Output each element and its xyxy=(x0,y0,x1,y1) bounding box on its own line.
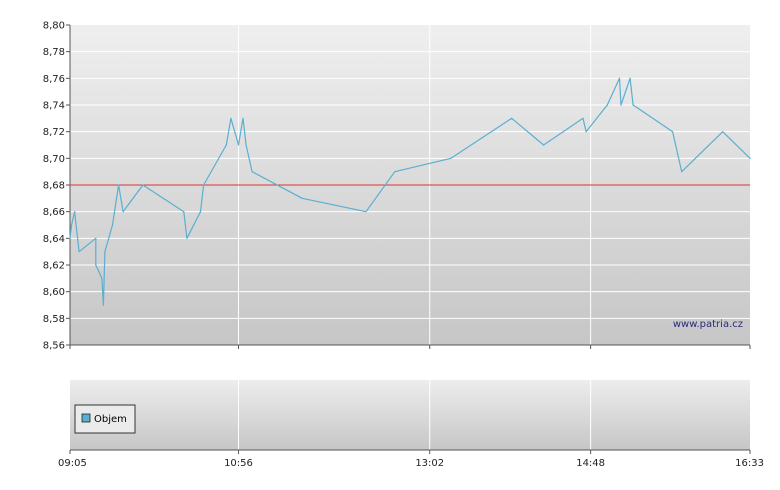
price-point xyxy=(183,211,185,213)
price-point xyxy=(618,77,621,79)
price-point xyxy=(203,184,205,186)
price-y-tick-label: 8,64 xyxy=(43,234,65,245)
volume-panel-background xyxy=(70,380,750,450)
price-point xyxy=(237,144,240,146)
price-y-axis: 8,80 8,78 8,76 8,74 8,72 8,70 8,68 8,66 8,64 8,62… xyxy=(43,21,71,352)
price-point xyxy=(95,264,97,266)
x-tick-label: 14:48 xyxy=(576,458,605,469)
price-point xyxy=(585,131,587,133)
price-point xyxy=(394,171,396,173)
x-tick-label: 16:33 xyxy=(735,458,764,469)
price-x-tick-marks xyxy=(69,345,751,349)
price-y-tick-label: 8,56 xyxy=(43,341,65,352)
price-point xyxy=(69,237,71,239)
price-y-tick-label: 8,76 xyxy=(43,74,65,85)
price-point xyxy=(606,104,608,106)
price-point xyxy=(582,117,584,119)
price-y-tick-label: 8,78 xyxy=(43,47,65,58)
price-point xyxy=(122,211,124,213)
price-point xyxy=(251,171,253,173)
price-point xyxy=(245,144,247,146)
legend-label-objem: Objem xyxy=(94,414,127,425)
price-line xyxy=(69,77,751,306)
price-point xyxy=(102,304,104,306)
price-point xyxy=(722,131,724,133)
price-y-tick-label: 8,62 xyxy=(43,261,65,272)
price-point xyxy=(629,77,631,79)
x-tick-label: 13:02 xyxy=(415,458,444,469)
price-points xyxy=(69,77,751,306)
volume-grid xyxy=(237,380,592,450)
price-point xyxy=(681,171,683,173)
x-tick-label: 10:56 xyxy=(224,458,253,469)
price-point xyxy=(74,211,76,213)
price-y-tick-label: 8,60 xyxy=(43,287,65,298)
price-y-tick-label: 8,68 xyxy=(43,181,65,192)
price-point xyxy=(104,251,106,253)
price-point xyxy=(749,157,751,159)
price-point xyxy=(450,157,452,159)
price-point xyxy=(620,104,622,106)
price-y-tick-label: 8,66 xyxy=(43,207,65,218)
volume-x-axis-ticks: 09:05 10:56 13:02 14:48 16:33 xyxy=(58,450,764,469)
price-point xyxy=(511,117,513,119)
watermark: www.patria.cz xyxy=(673,319,743,330)
price-y-tick-label: 8,80 xyxy=(43,21,65,32)
price-point xyxy=(632,104,634,106)
price-point xyxy=(142,184,144,186)
price-point xyxy=(118,184,120,186)
price-y-tick-label: 8,74 xyxy=(43,101,65,112)
legend-swatch xyxy=(81,413,91,423)
price-point xyxy=(101,277,103,279)
price-point xyxy=(230,117,232,119)
legend: Objem xyxy=(74,404,136,434)
price-point xyxy=(672,131,674,133)
price-y-tick-label: 8,70 xyxy=(43,154,65,165)
price-point xyxy=(78,251,80,253)
price-point xyxy=(70,224,73,226)
price-point xyxy=(543,144,545,146)
price-grid xyxy=(70,25,750,345)
price-point xyxy=(301,197,303,199)
price-point xyxy=(111,224,114,226)
price-point xyxy=(95,237,97,239)
price-point xyxy=(242,117,244,119)
x-tick-label: 09:05 xyxy=(58,458,87,469)
price-point xyxy=(365,211,367,213)
price-point xyxy=(225,144,227,146)
price-y-tick-label: 8,72 xyxy=(43,127,65,138)
price-y-tick-label: 8,58 xyxy=(43,314,65,325)
price-point xyxy=(199,211,202,213)
price-point xyxy=(186,237,188,239)
